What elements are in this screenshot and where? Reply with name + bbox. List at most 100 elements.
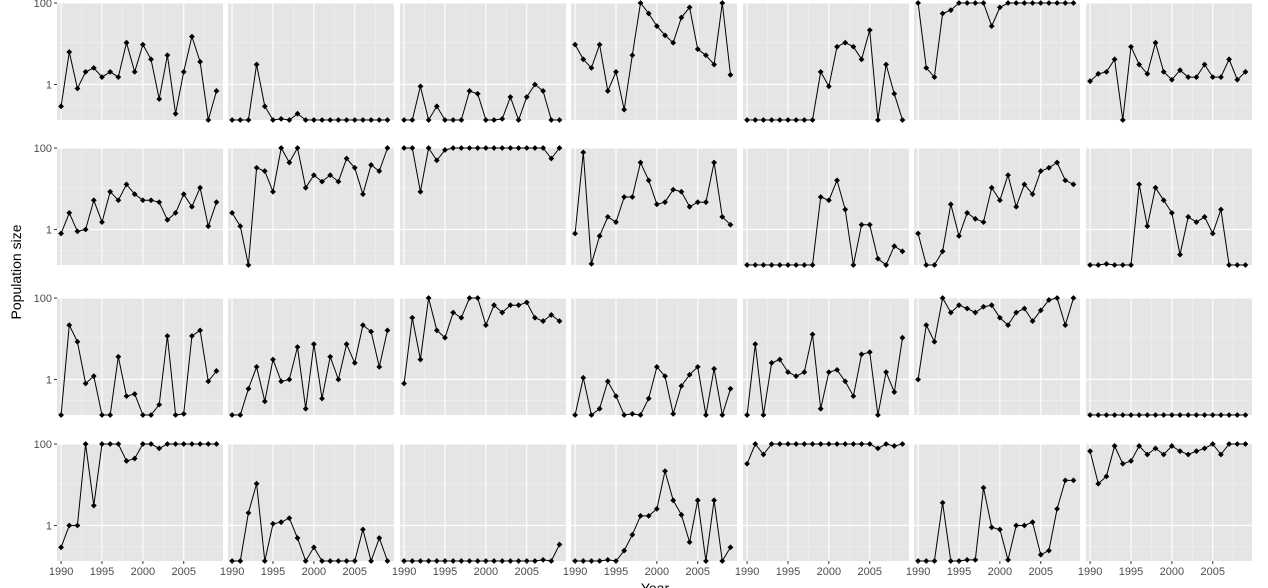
panel-2-7 bbox=[1086, 147, 1252, 268]
data-point bbox=[858, 221, 865, 228]
data-point bbox=[858, 351, 865, 358]
data-point bbox=[760, 262, 767, 268]
data-point bbox=[727, 544, 734, 551]
data-point bbox=[662, 468, 668, 475]
data-point bbox=[253, 164, 260, 171]
data-point bbox=[1095, 412, 1102, 418]
data-point bbox=[425, 117, 432, 123]
data-point bbox=[507, 145, 514, 151]
data-point bbox=[988, 302, 995, 309]
data-point bbox=[1037, 0, 1044, 6]
data-point bbox=[270, 188, 276, 195]
data-point bbox=[294, 145, 301, 151]
data-point bbox=[253, 480, 260, 487]
data-point bbox=[923, 262, 930, 268]
data-point bbox=[645, 10, 652, 17]
data-point bbox=[1029, 0, 1036, 6]
data-point bbox=[229, 209, 235, 216]
data-point bbox=[302, 184, 309, 191]
data-point bbox=[834, 366, 840, 373]
data-point bbox=[719, 558, 726, 564]
data-point bbox=[148, 56, 154, 63]
series-group bbox=[401, 295, 563, 387]
data-point bbox=[507, 302, 514, 309]
data-point bbox=[1046, 547, 1052, 554]
data-point bbox=[205, 117, 212, 123]
x-tick-label: 2005 bbox=[858, 566, 882, 578]
data-point bbox=[368, 162, 375, 168]
data-point bbox=[335, 178, 342, 185]
data-point bbox=[1160, 451, 1167, 458]
x-tick-label: 1995 bbox=[90, 566, 114, 578]
data-point bbox=[711, 497, 718, 504]
data-point bbox=[653, 23, 660, 29]
data-point bbox=[621, 194, 628, 200]
data-point bbox=[205, 223, 212, 230]
data-point bbox=[99, 441, 105, 447]
data-point bbox=[1087, 262, 1093, 268]
data-point bbox=[261, 398, 268, 405]
data-point bbox=[686, 203, 693, 210]
data-point bbox=[351, 117, 358, 123]
data-point bbox=[1029, 519, 1036, 526]
data-point bbox=[768, 117, 775, 123]
data-point bbox=[229, 412, 235, 418]
data-point bbox=[670, 39, 677, 46]
data-point bbox=[923, 558, 930, 564]
data-point bbox=[817, 69, 824, 75]
data-point bbox=[1185, 74, 1192, 81]
data-point bbox=[972, 309, 979, 316]
data-point bbox=[850, 393, 857, 400]
data-point bbox=[1128, 262, 1134, 268]
series-line bbox=[404, 83, 560, 122]
data-point bbox=[148, 412, 154, 418]
data-point bbox=[996, 314, 1003, 321]
data-point bbox=[931, 338, 938, 345]
data-point bbox=[947, 309, 954, 316]
data-point bbox=[980, 0, 987, 6]
data-point bbox=[253, 61, 260, 68]
x-tick-label: 1995 bbox=[776, 566, 800, 578]
data-point bbox=[425, 558, 432, 564]
data-point bbox=[1054, 295, 1061, 301]
data-point bbox=[1136, 443, 1143, 449]
data-point bbox=[768, 359, 775, 366]
data-point bbox=[1201, 412, 1208, 418]
data-point bbox=[278, 145, 285, 151]
panel-background bbox=[400, 148, 566, 265]
data-point bbox=[703, 558, 709, 564]
data-point bbox=[172, 441, 179, 447]
data-point bbox=[817, 194, 824, 200]
data-point bbox=[891, 389, 898, 395]
data-point bbox=[842, 206, 849, 213]
data-point bbox=[417, 188, 424, 195]
data-point bbox=[156, 96, 163, 102]
data-point bbox=[629, 194, 636, 200]
data-point bbox=[1029, 191, 1036, 198]
data-point bbox=[1087, 78, 1093, 85]
panel-grid: 1 100 1 100 1 100 1 100 1990 1995 2000 2005 1990 1995… bbox=[34, 0, 1252, 578]
data-point bbox=[499, 309, 506, 316]
panel-background bbox=[743, 3, 909, 120]
data-point bbox=[319, 178, 325, 185]
data-point bbox=[507, 558, 514, 564]
data-point bbox=[1168, 443, 1175, 449]
data-point bbox=[727, 221, 734, 228]
data-point bbox=[482, 322, 489, 329]
data-point bbox=[180, 191, 187, 198]
x-tick-label: 2005 bbox=[172, 566, 196, 578]
data-point bbox=[458, 558, 465, 564]
data-point bbox=[996, 526, 1003, 533]
data-point bbox=[572, 230, 578, 237]
x-tick-label: 2005 bbox=[515, 566, 539, 578]
data-point bbox=[670, 186, 677, 193]
data-point bbox=[1054, 0, 1061, 6]
data-point bbox=[491, 558, 497, 564]
data-point bbox=[604, 557, 611, 563]
data-point bbox=[850, 43, 857, 50]
y-tick-label: 1 bbox=[46, 224, 52, 236]
data-point bbox=[858, 56, 865, 63]
data-point bbox=[180, 69, 187, 75]
x-tick-label: 2005 bbox=[1029, 566, 1053, 578]
data-point bbox=[237, 412, 244, 418]
